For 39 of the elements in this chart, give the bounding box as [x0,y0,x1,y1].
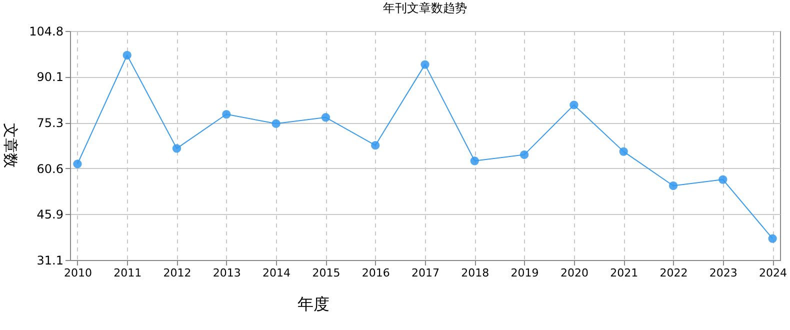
y-tick-label: 75.3 [36,116,64,130]
point [718,175,728,184]
x-tick-label: 2021 [610,266,638,280]
x-tick-label: 2017 [412,266,440,280]
x-tick-label: 2023 [709,266,738,280]
point [570,100,578,110]
point [371,141,380,150]
y-axis-title: 文章数 [2,123,20,168]
point [668,181,678,190]
x-tick-label: 2016 [362,266,390,280]
point [73,160,82,168]
y-tick-label: 104.8 [29,24,64,38]
x-axis-title: 年度 [298,294,330,314]
point [272,119,280,128]
x-tick-label: 2010 [64,266,92,280]
x-tick-label: 2024 [759,266,788,280]
chart-title: 年刊文章数趋势 [383,1,467,15]
point [321,113,330,122]
point [470,156,479,166]
point [172,144,182,153]
y-tick-label: 90.1 [36,70,64,84]
y-tick-label: 60.6 [36,162,64,176]
point [122,50,132,60]
y-tick-label: 31.1 [36,254,64,268]
x-tick-label: 2019 [510,266,539,280]
x-tick-label: 2011 [114,266,142,280]
point [420,60,430,69]
x-tick-label: 2022 [660,266,688,280]
point [222,110,231,119]
x-tick-label: 2018 [461,266,490,280]
y-tick-label: 45.9 [36,208,64,222]
x-tick-label: 2012 [163,266,192,280]
x-tick-label: 2015 [312,266,340,280]
point [520,150,529,159]
x-tick-label: 2014 [262,266,291,280]
x-tick-label: 2020 [560,266,588,280]
point [619,147,628,156]
point [768,234,777,243]
x-tick-label: 2013 [212,266,241,280]
